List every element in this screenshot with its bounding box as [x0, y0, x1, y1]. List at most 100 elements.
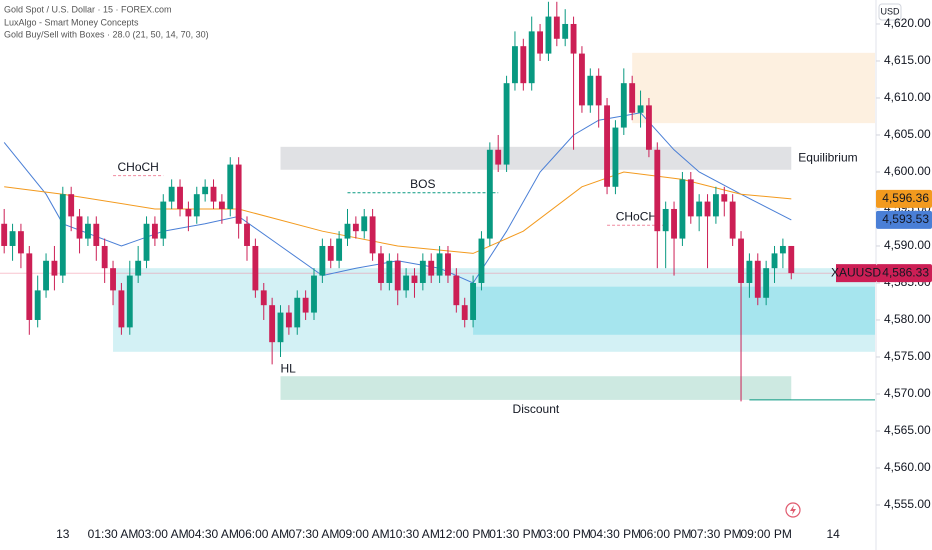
x-tick-label: 09:00 PM	[740, 527, 791, 541]
annotation: HL	[281, 362, 297, 376]
candle-body	[9, 231, 16, 246]
moving-average	[3, 112, 792, 284]
ma-price-tag: 4,596.36	[882, 191, 929, 205]
y-tick-label: 4,560.00	[884, 460, 931, 474]
candle-body	[84, 223, 91, 239]
candle-body	[151, 223, 158, 239]
x-tick-label: 01:30 AM	[88, 527, 139, 541]
candle-body	[721, 194, 728, 202]
candle-body	[645, 105, 652, 150]
candle-body	[671, 208, 677, 239]
candle-body	[604, 105, 610, 187]
ma-price-tag-bg	[876, 189, 932, 208]
candle-body	[344, 223, 351, 239]
y-tick-label: 4,565.00	[884, 423, 931, 437]
candle-body	[311, 275, 317, 313]
candle-body	[386, 260, 393, 283]
candle-body	[227, 164, 234, 209]
candle-body	[135, 260, 142, 276]
candle-body	[1, 223, 8, 246]
candle-body	[193, 194, 200, 217]
candle-body	[244, 223, 250, 246]
ma-price-tag-bg	[876, 210, 932, 229]
candle-body	[260, 290, 267, 306]
alert-icon[interactable]	[785, 502, 801, 518]
candle-body	[378, 253, 384, 283]
candle-body	[93, 223, 100, 246]
x-tick-label: 04:30 AM	[188, 527, 239, 541]
candle-body	[687, 179, 694, 217]
x-tick-label: 06:00 PM	[640, 527, 691, 541]
candle-body	[394, 260, 401, 291]
candle-body	[771, 253, 778, 269]
candle-body	[18, 231, 24, 254]
candle-body	[712, 194, 719, 217]
candle-body	[252, 245, 259, 291]
candle-body	[729, 201, 736, 239]
candle-body	[419, 260, 426, 283]
candle-body	[779, 245, 786, 254]
zone	[473, 286, 875, 335]
candle-body	[738, 238, 744, 283]
candle-body	[754, 260, 761, 298]
currency: USD	[880, 6, 900, 16]
candle-body	[579, 53, 585, 106]
candle-body	[160, 201, 167, 239]
candle-body	[361, 216, 368, 232]
candle-body	[43, 260, 49, 291]
candle-body	[528, 31, 535, 84]
legend-indicator: LuxAlgo - Smart Money Concepts	[4, 17, 139, 27]
candle-body	[126, 275, 133, 328]
candle-body	[637, 105, 644, 113]
candle-body	[587, 75, 594, 106]
candle-body	[520, 46, 527, 84]
candle-body	[595, 75, 602, 106]
candle-body	[68, 194, 75, 217]
candle-body	[478, 238, 485, 283]
y-tick-label: 4,615.00	[884, 53, 931, 67]
zone-label: Discount	[513, 402, 560, 416]
candle-body	[461, 305, 468, 320]
candle-body	[545, 16, 552, 54]
y-tick-label: 4,620.00	[884, 16, 931, 30]
legend-indicator: Gold Buy/Sell with Boxes · 28.0 (21, 50,…	[4, 29, 209, 39]
candle-body	[218, 201, 225, 209]
x-tick-label: 03:00 PM	[540, 527, 591, 541]
candle-body	[277, 312, 284, 343]
candle-body	[445, 253, 451, 276]
candle-body	[503, 83, 510, 165]
candle-body	[562, 23, 569, 39]
x-tick-label: 13	[56, 527, 70, 541]
y-tick-label: 4,605.00	[884, 127, 931, 141]
candle-body	[352, 223, 359, 232]
candle-body	[696, 201, 703, 217]
candle-body	[168, 186, 175, 202]
level-label: CHoCH	[117, 160, 158, 174]
candle-body	[436, 253, 443, 276]
currency-box[interactable]	[878, 3, 902, 21]
last-price-tag-bg	[876, 264, 932, 283]
candle-body	[26, 253, 33, 320]
y-tick-label: 4,555.00	[884, 497, 931, 511]
y-tick-label: 4,570.00	[884, 386, 931, 400]
candle-body	[679, 179, 686, 239]
y-tick-label: 4,600.00	[884, 164, 931, 178]
candle-body	[512, 46, 518, 84]
y-tick-label: 4,575.00	[884, 349, 931, 363]
candle-body	[76, 216, 83, 239]
zone-label: Equilibrium	[798, 150, 857, 164]
candle-body	[177, 186, 183, 209]
candle-body	[285, 312, 292, 328]
symbol-tag: XAUUSD	[831, 265, 881, 279]
candle-body	[110, 268, 116, 291]
candle-body	[537, 31, 544, 54]
y-tick-label: 4,590.00	[884, 238, 931, 252]
candle-body	[143, 223, 150, 261]
x-tick-label: 07:30 PM	[690, 527, 741, 541]
candle-body	[235, 164, 242, 224]
candle-body	[495, 149, 502, 165]
zone	[280, 376, 792, 400]
level-label: CHoCH	[616, 209, 657, 223]
